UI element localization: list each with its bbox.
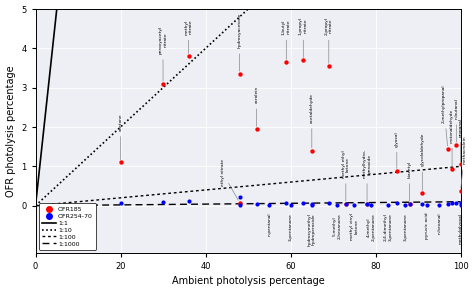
- Text: n-hexanal: n-hexanal: [438, 205, 441, 234]
- Text: glyoxal: glyoxal: [395, 131, 399, 168]
- Text: propanal: propanal: [458, 118, 463, 161]
- Text: ethyl nitrate: ethyl nitrate: [220, 159, 238, 200]
- Text: pyruvic acid: pyruvic acid: [425, 205, 428, 239]
- Point: [363, 202, 371, 206]
- Point: [325, 64, 333, 68]
- Text: crotonaldehyde: crotonaldehyde: [450, 109, 454, 167]
- X-axis label: Ambient photolysis percentage: Ambient photolysis percentage: [172, 277, 324, 286]
- Point: [159, 200, 167, 204]
- Point: [436, 203, 443, 207]
- Point: [393, 201, 401, 206]
- Text: 1-butyl
nitrate: 1-butyl nitrate: [282, 19, 291, 59]
- Point: [253, 201, 260, 206]
- Text: 1-propyl
nitrate: 1-propyl nitrate: [299, 17, 308, 58]
- Text: biacetyl: biacetyl: [408, 161, 411, 201]
- Point: [342, 201, 350, 206]
- Point: [253, 127, 260, 131]
- Text: methyl
nitrate: methyl nitrate: [184, 19, 193, 53]
- Y-axis label: OFR photolysis percentage: OFR photolysis percentage: [6, 65, 16, 197]
- Text: methylglyoxal: methylglyoxal: [458, 205, 463, 244]
- Point: [423, 203, 430, 207]
- Point: [325, 201, 333, 206]
- Text: n-pentanal: n-pentanal: [267, 205, 271, 237]
- Text: hydroxyacetone: hydroxyacetone: [237, 13, 242, 71]
- Text: acetaldehyde: acetaldehyde: [310, 93, 314, 148]
- Point: [419, 191, 426, 195]
- Point: [448, 167, 456, 172]
- Point: [159, 81, 167, 86]
- Text: hydroxymethyl
hydroperoxide: hydroxymethyl hydroperoxide: [308, 205, 316, 246]
- Point: [334, 203, 341, 207]
- Point: [406, 201, 413, 206]
- Text: acrolein: acrolein: [255, 86, 258, 126]
- Text: methacrolein: methacrolein: [461, 136, 467, 188]
- Point: [363, 201, 371, 206]
- Text: 2-propyl
nitrate: 2-propyl nitrate: [325, 17, 333, 63]
- Point: [457, 203, 465, 207]
- Point: [393, 169, 401, 173]
- Point: [117, 201, 124, 206]
- Point: [236, 194, 243, 199]
- Text: peroxyacetyl
nitrate: peroxyacetyl nitrate: [159, 26, 167, 81]
- Point: [283, 201, 290, 206]
- Point: [185, 54, 192, 59]
- Point: [308, 202, 316, 206]
- Point: [300, 58, 307, 62]
- Point: [342, 202, 350, 206]
- Point: [419, 202, 426, 206]
- Point: [406, 202, 413, 206]
- Point: [287, 203, 294, 207]
- Point: [265, 203, 273, 207]
- Text: glycolaldehyde: glycolaldehyde: [420, 133, 424, 190]
- Legend: OFR185, OFR254-70, 1:1, 1:10, 1:100, 1:1000: OFR185, OFR254-70, 1:1, 1:10, 1:100, 1:1…: [39, 204, 96, 250]
- Text: methylhydro-
peroxide: methylhydro- peroxide: [363, 149, 371, 201]
- Point: [457, 162, 465, 167]
- Point: [453, 142, 460, 147]
- Point: [308, 148, 316, 153]
- Point: [444, 202, 452, 206]
- Point: [300, 201, 307, 206]
- Point: [457, 188, 465, 193]
- Text: methyl ethyl
ketone: methyl ethyl ketone: [341, 150, 350, 201]
- Point: [401, 203, 409, 207]
- Point: [185, 199, 192, 203]
- Text: 4-methyl
2-pentanone: 4-methyl 2-pentanone: [367, 205, 375, 241]
- Point: [444, 146, 452, 151]
- Text: 2,4-dimethyl
3-pentanone: 2,4-dimethyl 3-pentanone: [384, 205, 392, 241]
- Point: [453, 201, 460, 206]
- Point: [283, 60, 290, 65]
- Point: [117, 160, 124, 165]
- Point: [457, 201, 465, 205]
- Point: [350, 203, 358, 207]
- Text: 3-pentanone: 3-pentanone: [403, 205, 407, 241]
- Point: [384, 203, 392, 207]
- Text: 5-methyl
2-hexanone: 5-methyl 2-hexanone: [333, 205, 342, 239]
- Point: [448, 201, 456, 206]
- Text: n-butanal: n-butanal: [454, 98, 458, 142]
- Text: 2-methylpropanal: 2-methylpropanal: [442, 84, 447, 146]
- Text: methyl vinyl
ketone: methyl vinyl ketone: [350, 205, 359, 240]
- Point: [367, 203, 375, 207]
- Point: [236, 200, 243, 205]
- Point: [308, 203, 316, 207]
- Point: [236, 203, 243, 207]
- Point: [236, 72, 243, 76]
- Text: 3-pentanone: 3-pentanone: [289, 205, 292, 241]
- Text: acetone: acetone: [118, 113, 122, 160]
